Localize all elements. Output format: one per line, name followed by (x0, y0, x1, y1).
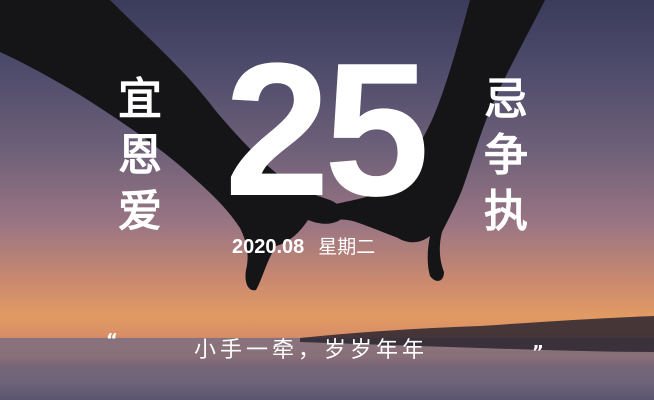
right-arm (323, 0, 545, 281)
inauspicious-column: 忌 争 执 (478, 72, 534, 240)
zhi-char: 执 (484, 186, 528, 237)
date-line: 2020.08 星期二 (232, 233, 432, 261)
yi-char: 宜 (118, 74, 162, 125)
auspicious-column: 宜 恩 爱 (112, 72, 168, 240)
quote-line: “ 小手一牵，岁岁年年 ” (100, 328, 560, 364)
ai-char: 爱 (118, 186, 162, 237)
year-month: 2020.08 (232, 236, 305, 258)
zheng-char: 争 (484, 130, 528, 181)
quote-close-mark: ” (532, 342, 544, 363)
shoreline (300, 316, 654, 352)
ji-char: 忌 (484, 74, 528, 125)
en-char: 恩 (118, 130, 162, 181)
quote-open-mark: “ (106, 330, 118, 351)
day-number: 25 (224, 24, 429, 236)
weekday: 星期二 (318, 236, 376, 258)
left-arm (0, 0, 343, 291)
quote-text: 小手一牵，岁岁年年 (194, 338, 429, 363)
